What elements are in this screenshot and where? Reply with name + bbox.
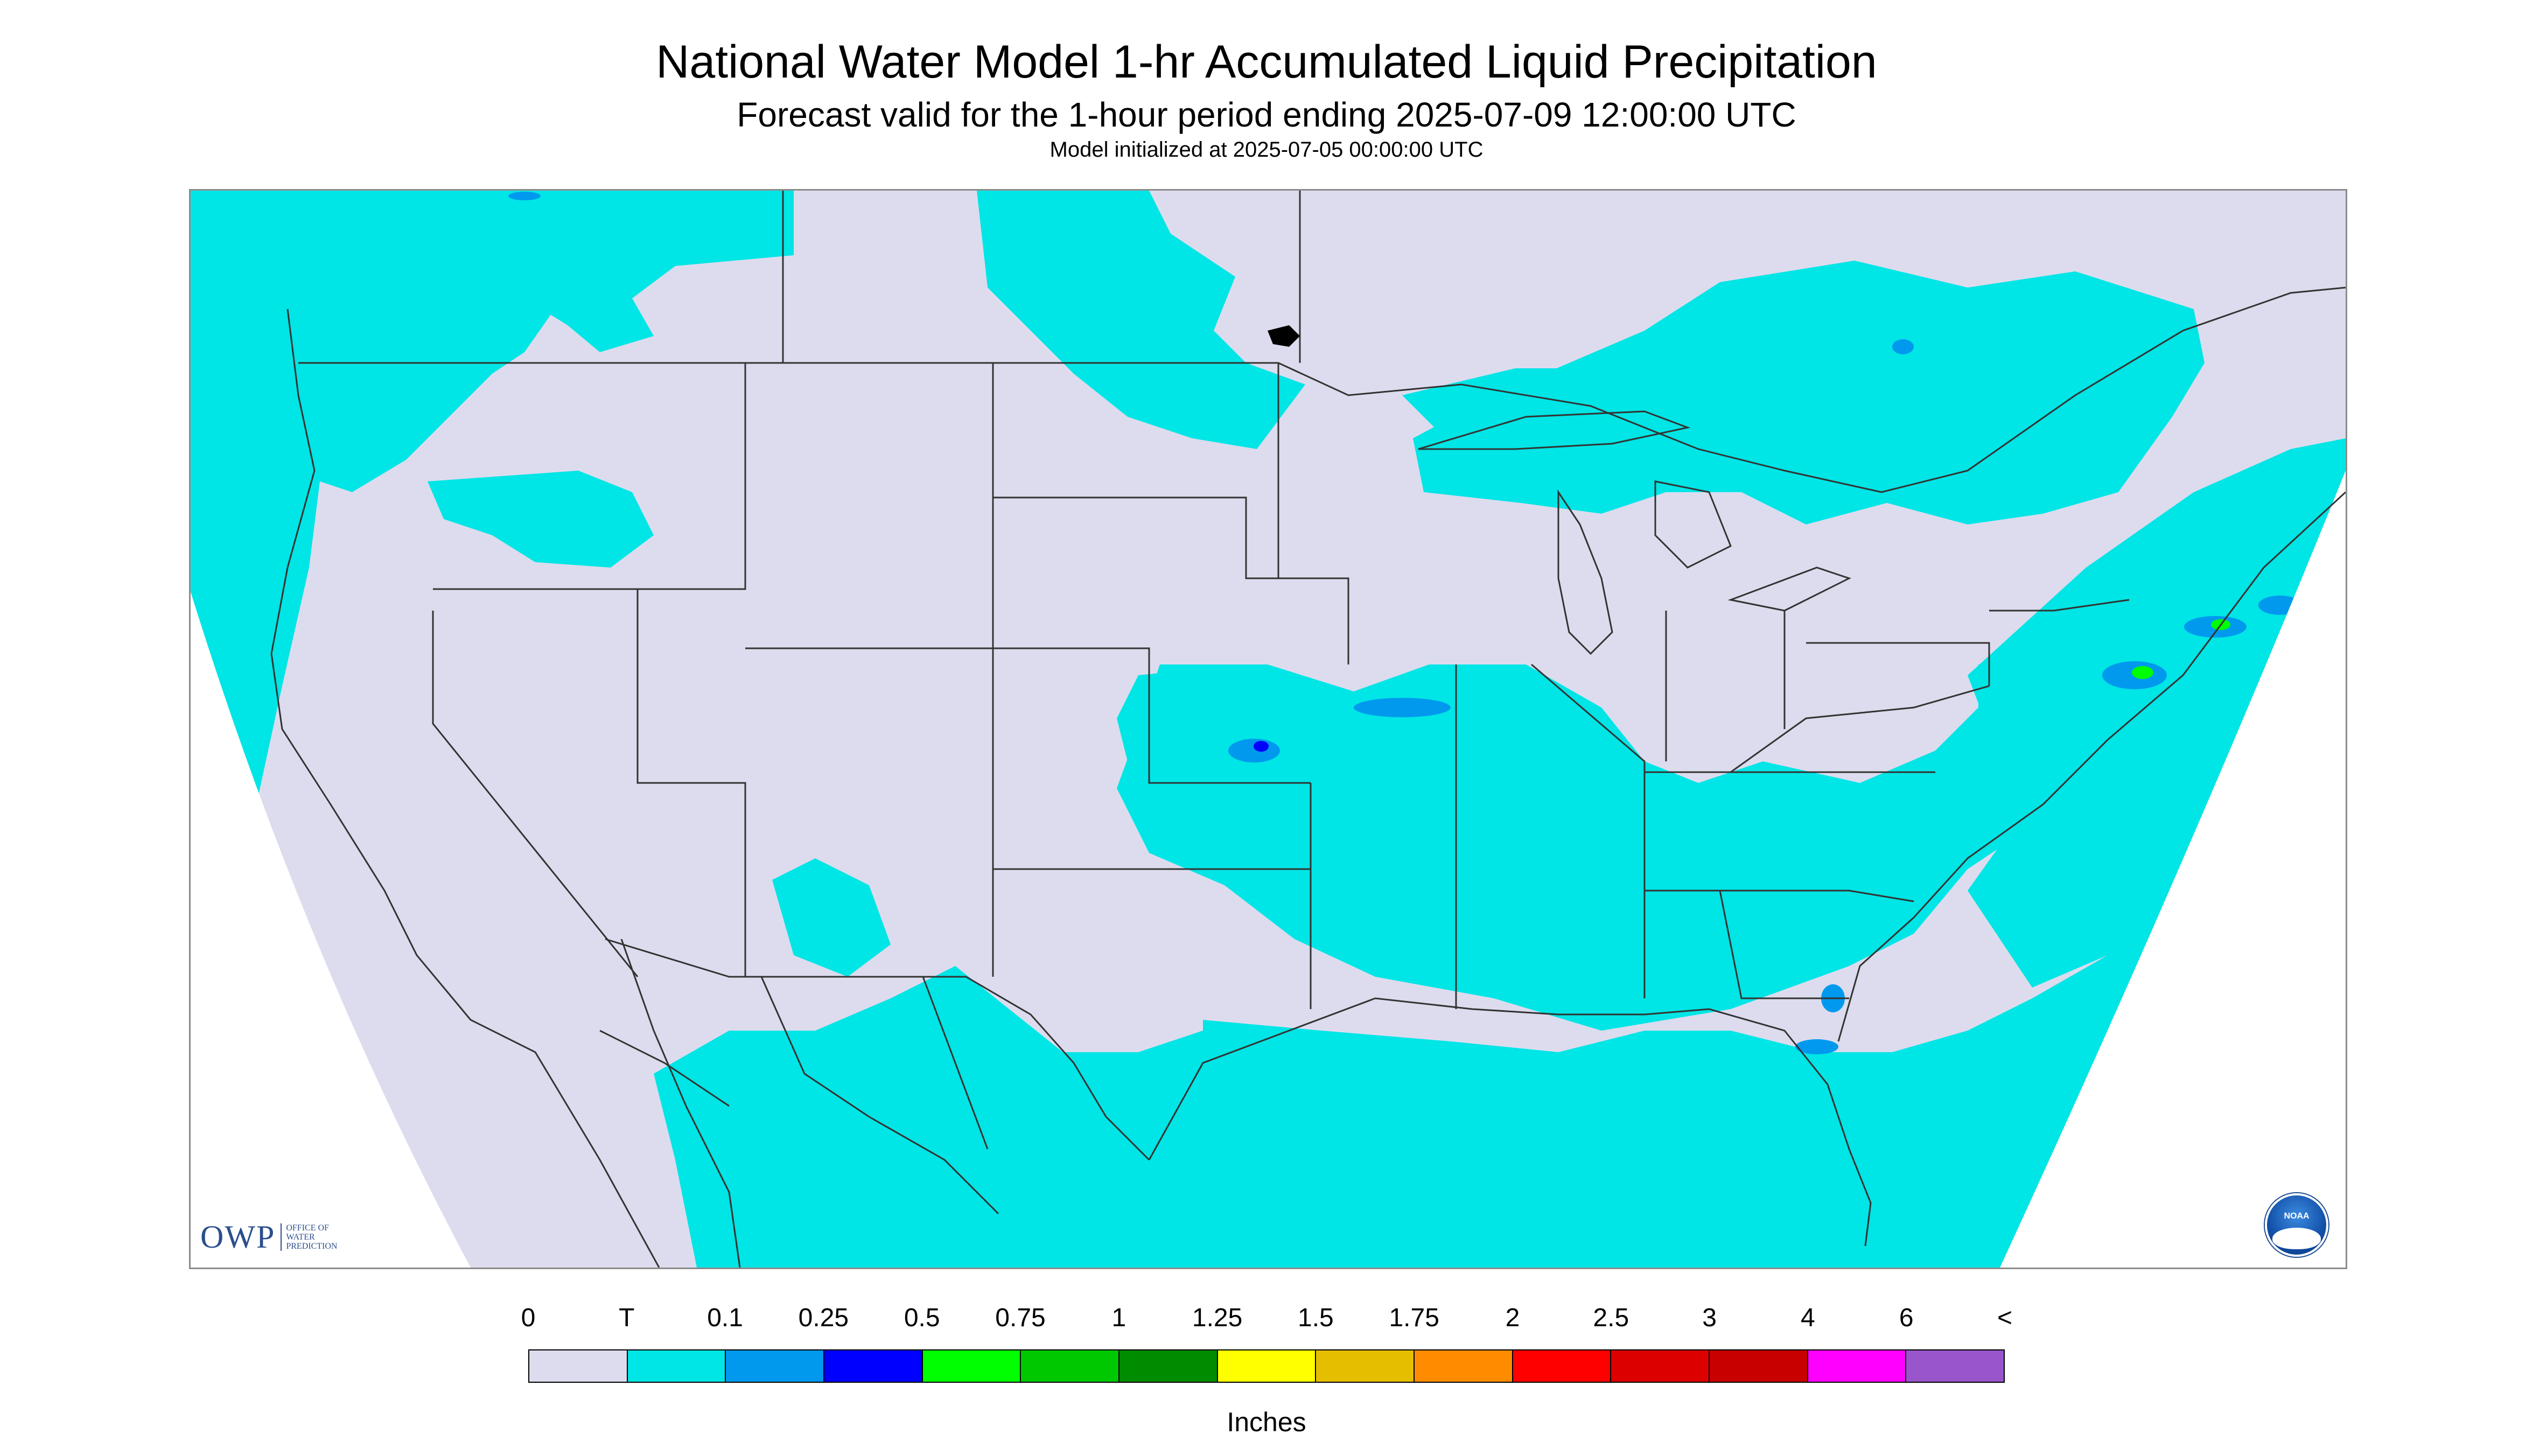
model-init-line: Model initialized at 2025-07-05 00:00:00… xyxy=(1049,138,1484,162)
state-line-13 xyxy=(1531,663,1646,998)
precip-area-mexico xyxy=(654,966,1321,1268)
precip-area-co-nm xyxy=(772,858,891,977)
colorbar-swatch: #9955cc xyxy=(1906,1350,2004,1382)
precip-heavy-atlantic-1 xyxy=(2132,666,2153,679)
lake-superior xyxy=(1418,410,1691,450)
owp-logo: OWP OFFICE OF WATER PREDICTION xyxy=(200,1219,337,1256)
precip-light-atlantic-3 xyxy=(2258,596,2301,615)
state-line-15 xyxy=(1645,890,1914,902)
atlantic-coast xyxy=(1837,491,2346,1042)
precip-area-canada-east xyxy=(1413,261,2205,524)
owp-logo-subtext: OFFICE OF WATER PREDICTION xyxy=(281,1223,337,1251)
precip-light-ontario xyxy=(1892,339,1914,354)
colorbar-swatch: #e6be00 xyxy=(1316,1350,1415,1382)
map-title: National Water Model 1-hr Accumulated Li… xyxy=(656,36,1877,88)
colorbar-swatch: #0000ff xyxy=(824,1350,923,1382)
precip-moderate-kansas xyxy=(1254,741,1269,752)
state-line-7 xyxy=(745,647,1311,784)
lake-huron xyxy=(1654,480,1732,569)
gulf-coast xyxy=(1148,997,1872,1247)
state-line-21 xyxy=(1730,685,1990,773)
state-line-4 xyxy=(433,363,746,590)
state-line-19 xyxy=(1806,642,1990,686)
colorbar-swatch: #dc0000 xyxy=(1611,1350,1710,1382)
precip-area-west-coast xyxy=(191,191,562,810)
colorbar-tick-label: 0.25 xyxy=(798,1304,849,1332)
precip-area-lake-superior xyxy=(1402,368,1704,460)
colorbar-tick-label: < xyxy=(1997,1304,2013,1332)
colorbar-tick-label: 0.1 xyxy=(707,1304,743,1332)
colorbar-swatch: #ff8c00 xyxy=(1415,1350,1513,1382)
precip-light-kansas xyxy=(1228,739,1280,762)
colorbar-swatch: #ffff00 xyxy=(1217,1350,1317,1382)
forecast-valid-subtitle: Forecast valid for the 1-hour period end… xyxy=(737,95,1796,134)
precipitation-map: OWP OFFICE OF WATER PREDICTION NOAA xyxy=(189,189,2347,1269)
precip-light-bc xyxy=(508,192,541,200)
colorbar-tick-label: 2 xyxy=(1505,1304,1520,1332)
owp-logo-mark: OWP xyxy=(200,1219,276,1255)
colorbar-tick-label: 3 xyxy=(1702,1304,1717,1332)
baja-coast xyxy=(620,939,741,1268)
precip-area-kansas xyxy=(1117,664,1300,799)
colorbar-tick-label: T xyxy=(619,1304,635,1332)
colorbar-swatch: #008c00 xyxy=(1119,1350,1218,1382)
lake-michigan xyxy=(1557,489,1613,655)
colorbar-swatch: #0099ee xyxy=(726,1350,825,1382)
colorbar-swatch: #00ff00 xyxy=(922,1350,1021,1382)
mexico-state-lines xyxy=(599,976,999,1215)
state-line-5 xyxy=(432,611,639,977)
colorbar-tick-label: 1 xyxy=(1111,1304,1126,1332)
state-line-8 xyxy=(993,496,1349,664)
precip-area-midwest xyxy=(1117,535,2248,1031)
colorbar-swatch: #00c800 xyxy=(1021,1350,1120,1382)
colorbar-tick-label: 6 xyxy=(1899,1304,1914,1332)
colorbar-tick-label: 0.75 xyxy=(995,1304,1046,1332)
colorbar-tick-label: 1.25 xyxy=(1192,1304,1243,1332)
noaa-wave-icon xyxy=(2272,1228,2321,1249)
colorbar-swatch: #dcdcee xyxy=(529,1350,628,1382)
state-line-6 xyxy=(636,589,746,977)
colorbar-swatch: #00e5e5 xyxy=(627,1350,726,1382)
colorbar-tick-label: 2.5 xyxy=(1593,1304,1629,1332)
precip-area-pnw xyxy=(492,191,794,352)
colorbar-tick-label: 0 xyxy=(521,1304,536,1332)
noaa-logo: NOAA xyxy=(2265,1193,2328,1257)
precip-colorbar: #dcdcee#00e5e5#0099ee#0000ff#00ff00#00c8… xyxy=(528,1349,2005,1383)
noaa-logo-label: NOAA xyxy=(2284,1212,2310,1221)
precip-light-gulf-fl xyxy=(1795,1039,1838,1054)
lake-erie xyxy=(1727,566,1851,612)
state-line-20 xyxy=(1989,599,2130,612)
colorbar-units-label: Inches xyxy=(1227,1407,1306,1437)
colorbar-swatch: #c80000 xyxy=(1710,1350,1808,1382)
precip-area-idaho-montana xyxy=(428,471,654,568)
colorbar-tick-label: 4 xyxy=(1801,1304,1815,1332)
coastline-west xyxy=(270,309,660,1268)
colorbar-tick-label: 1.75 xyxy=(1389,1304,1439,1332)
colorbar-tick-label: 0.5 xyxy=(904,1304,940,1332)
lake-of-the-woods xyxy=(1268,325,1300,347)
colorbar-swatch: #ff00ff xyxy=(1808,1350,1907,1382)
precip-area-sask xyxy=(977,191,1305,449)
state-line-16 xyxy=(1719,890,1849,999)
canada-border xyxy=(298,286,2346,493)
colorbar-tick-label: 1.5 xyxy=(1298,1304,1334,1332)
colorbar-swatch: #ff0000 xyxy=(1513,1350,1612,1382)
precip-light-iowa xyxy=(1354,698,1451,717)
